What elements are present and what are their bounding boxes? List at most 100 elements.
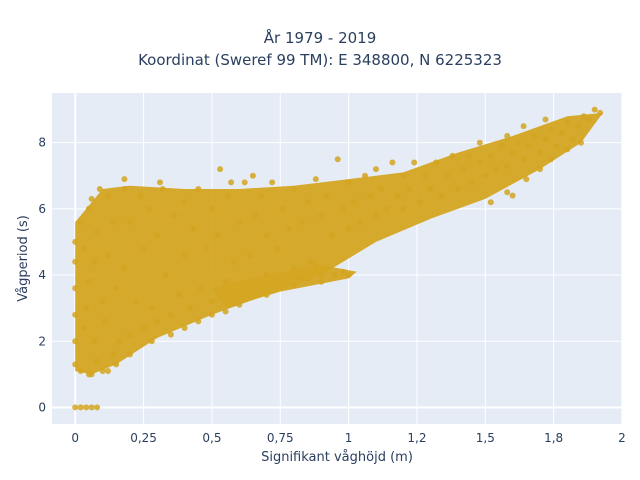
scatter-point	[96, 186, 103, 192]
scatter-point	[170, 212, 177, 219]
scatter-point	[296, 275, 303, 282]
x-axis-title: Signifikant våghöjd (m)	[261, 450, 413, 465]
scatter-point	[569, 136, 576, 143]
scatter-point	[140, 325, 147, 331]
y-tick-label: 2	[38, 334, 46, 348]
scatter-point	[526, 143, 533, 149]
scatter-point	[318, 272, 325, 278]
scatter-point	[394, 192, 401, 199]
scatter-point	[105, 192, 111, 199]
scatter-point	[307, 258, 314, 265]
scatter-point	[433, 159, 440, 166]
scatter-point	[290, 265, 297, 272]
scatter-point	[400, 172, 407, 179]
scatter-point	[304, 275, 311, 282]
scatter-point	[493, 166, 500, 173]
scatter-point	[181, 325, 188, 331]
scatter-point	[132, 298, 139, 305]
scatter-point	[531, 133, 538, 139]
scatter-point	[99, 368, 106, 374]
scatter-point	[504, 189, 511, 196]
scatter-point	[121, 265, 128, 272]
scatter-point	[515, 139, 522, 146]
scatter-point	[586, 116, 593, 123]
scatter-point	[345, 225, 352, 232]
scatter-point	[121, 176, 128, 183]
scatter-point	[564, 146, 571, 153]
chart-title: År 1979 - 2019	[263, 29, 377, 47]
x-tick-label: 2	[618, 431, 626, 445]
scatter-point	[83, 305, 90, 312]
scatter-point	[476, 159, 483, 166]
scatter-point	[236, 301, 243, 308]
scatter-point	[444, 172, 450, 179]
scatter-point	[230, 258, 237, 265]
scatter-point	[72, 311, 79, 318]
scatter-point	[487, 152, 494, 159]
scatter-point	[88, 371, 95, 378]
scatter-point	[113, 361, 120, 368]
scatter-point	[222, 308, 229, 315]
scatter-point	[214, 232, 221, 239]
scatter-point	[498, 143, 505, 149]
scatter-point	[356, 219, 363, 226]
scatter-point	[208, 298, 215, 305]
scatter-point	[195, 318, 202, 325]
scatter-point	[263, 232, 270, 239]
scatter-point	[329, 232, 336, 239]
point-density-region	[75, 112, 603, 375]
scatter-point	[400, 205, 407, 212]
scatter-point	[578, 139, 584, 146]
scatter-point	[378, 186, 385, 192]
scatter-point	[411, 159, 418, 166]
y-axis-title: Vågperiod (s)	[16, 215, 31, 302]
scatter-point	[280, 205, 286, 212]
scatter-point	[304, 199, 311, 206]
scatter-point	[465, 152, 472, 159]
scatter-point	[121, 186, 128, 192]
scatter-point	[427, 186, 434, 192]
scatter-point	[105, 252, 111, 259]
scatter-point	[553, 143, 560, 149]
scatter-point	[547, 156, 554, 163]
scatter-point	[137, 192, 144, 199]
scatter-point	[252, 212, 259, 219]
scatter-point	[277, 278, 284, 285]
scatter-point	[181, 199, 188, 206]
scatter-point	[88, 195, 95, 202]
scatter-point	[416, 199, 423, 206]
scatter-point	[94, 229, 101, 235]
scatter-point	[422, 172, 429, 179]
scatter-point	[154, 318, 161, 325]
scatter-point	[247, 252, 254, 259]
x-tick-labels: 0 0,25 0,5 0,75 1 1,2 1,5 1,8 2	[71, 431, 625, 445]
scatter-point	[312, 176, 319, 183]
scatter-point	[345, 179, 352, 186]
scatter-point	[189, 225, 196, 232]
scatter-point	[157, 179, 163, 186]
scatter-point	[225, 192, 232, 199]
scatter-point	[140, 245, 147, 252]
scatter-point	[77, 219, 84, 226]
scatter-point	[110, 219, 117, 226]
scatter-point	[263, 291, 270, 298]
scatter-point	[148, 338, 155, 345]
y-tick-labels: 0 2 4 6 8	[38, 136, 46, 415]
scatter-point	[116, 338, 122, 345]
scatter-point	[94, 358, 101, 365]
y-tick-label: 0	[38, 400, 46, 414]
x-tick-label: 0	[71, 431, 79, 445]
scatter-point	[367, 192, 374, 199]
scatter-point	[334, 156, 341, 163]
scatter-point	[195, 186, 202, 192]
scatter-point	[290, 186, 297, 192]
scatter-point	[77, 404, 84, 411]
scatter-point	[542, 136, 549, 143]
scatter-point	[323, 192, 330, 199]
scatter-point	[504, 133, 511, 139]
scatter-point	[249, 172, 256, 179]
scatter-point	[542, 116, 549, 123]
x-tick-label: 1,5	[476, 431, 495, 445]
scatter-point	[285, 225, 292, 232]
scatter-point	[504, 162, 511, 169]
